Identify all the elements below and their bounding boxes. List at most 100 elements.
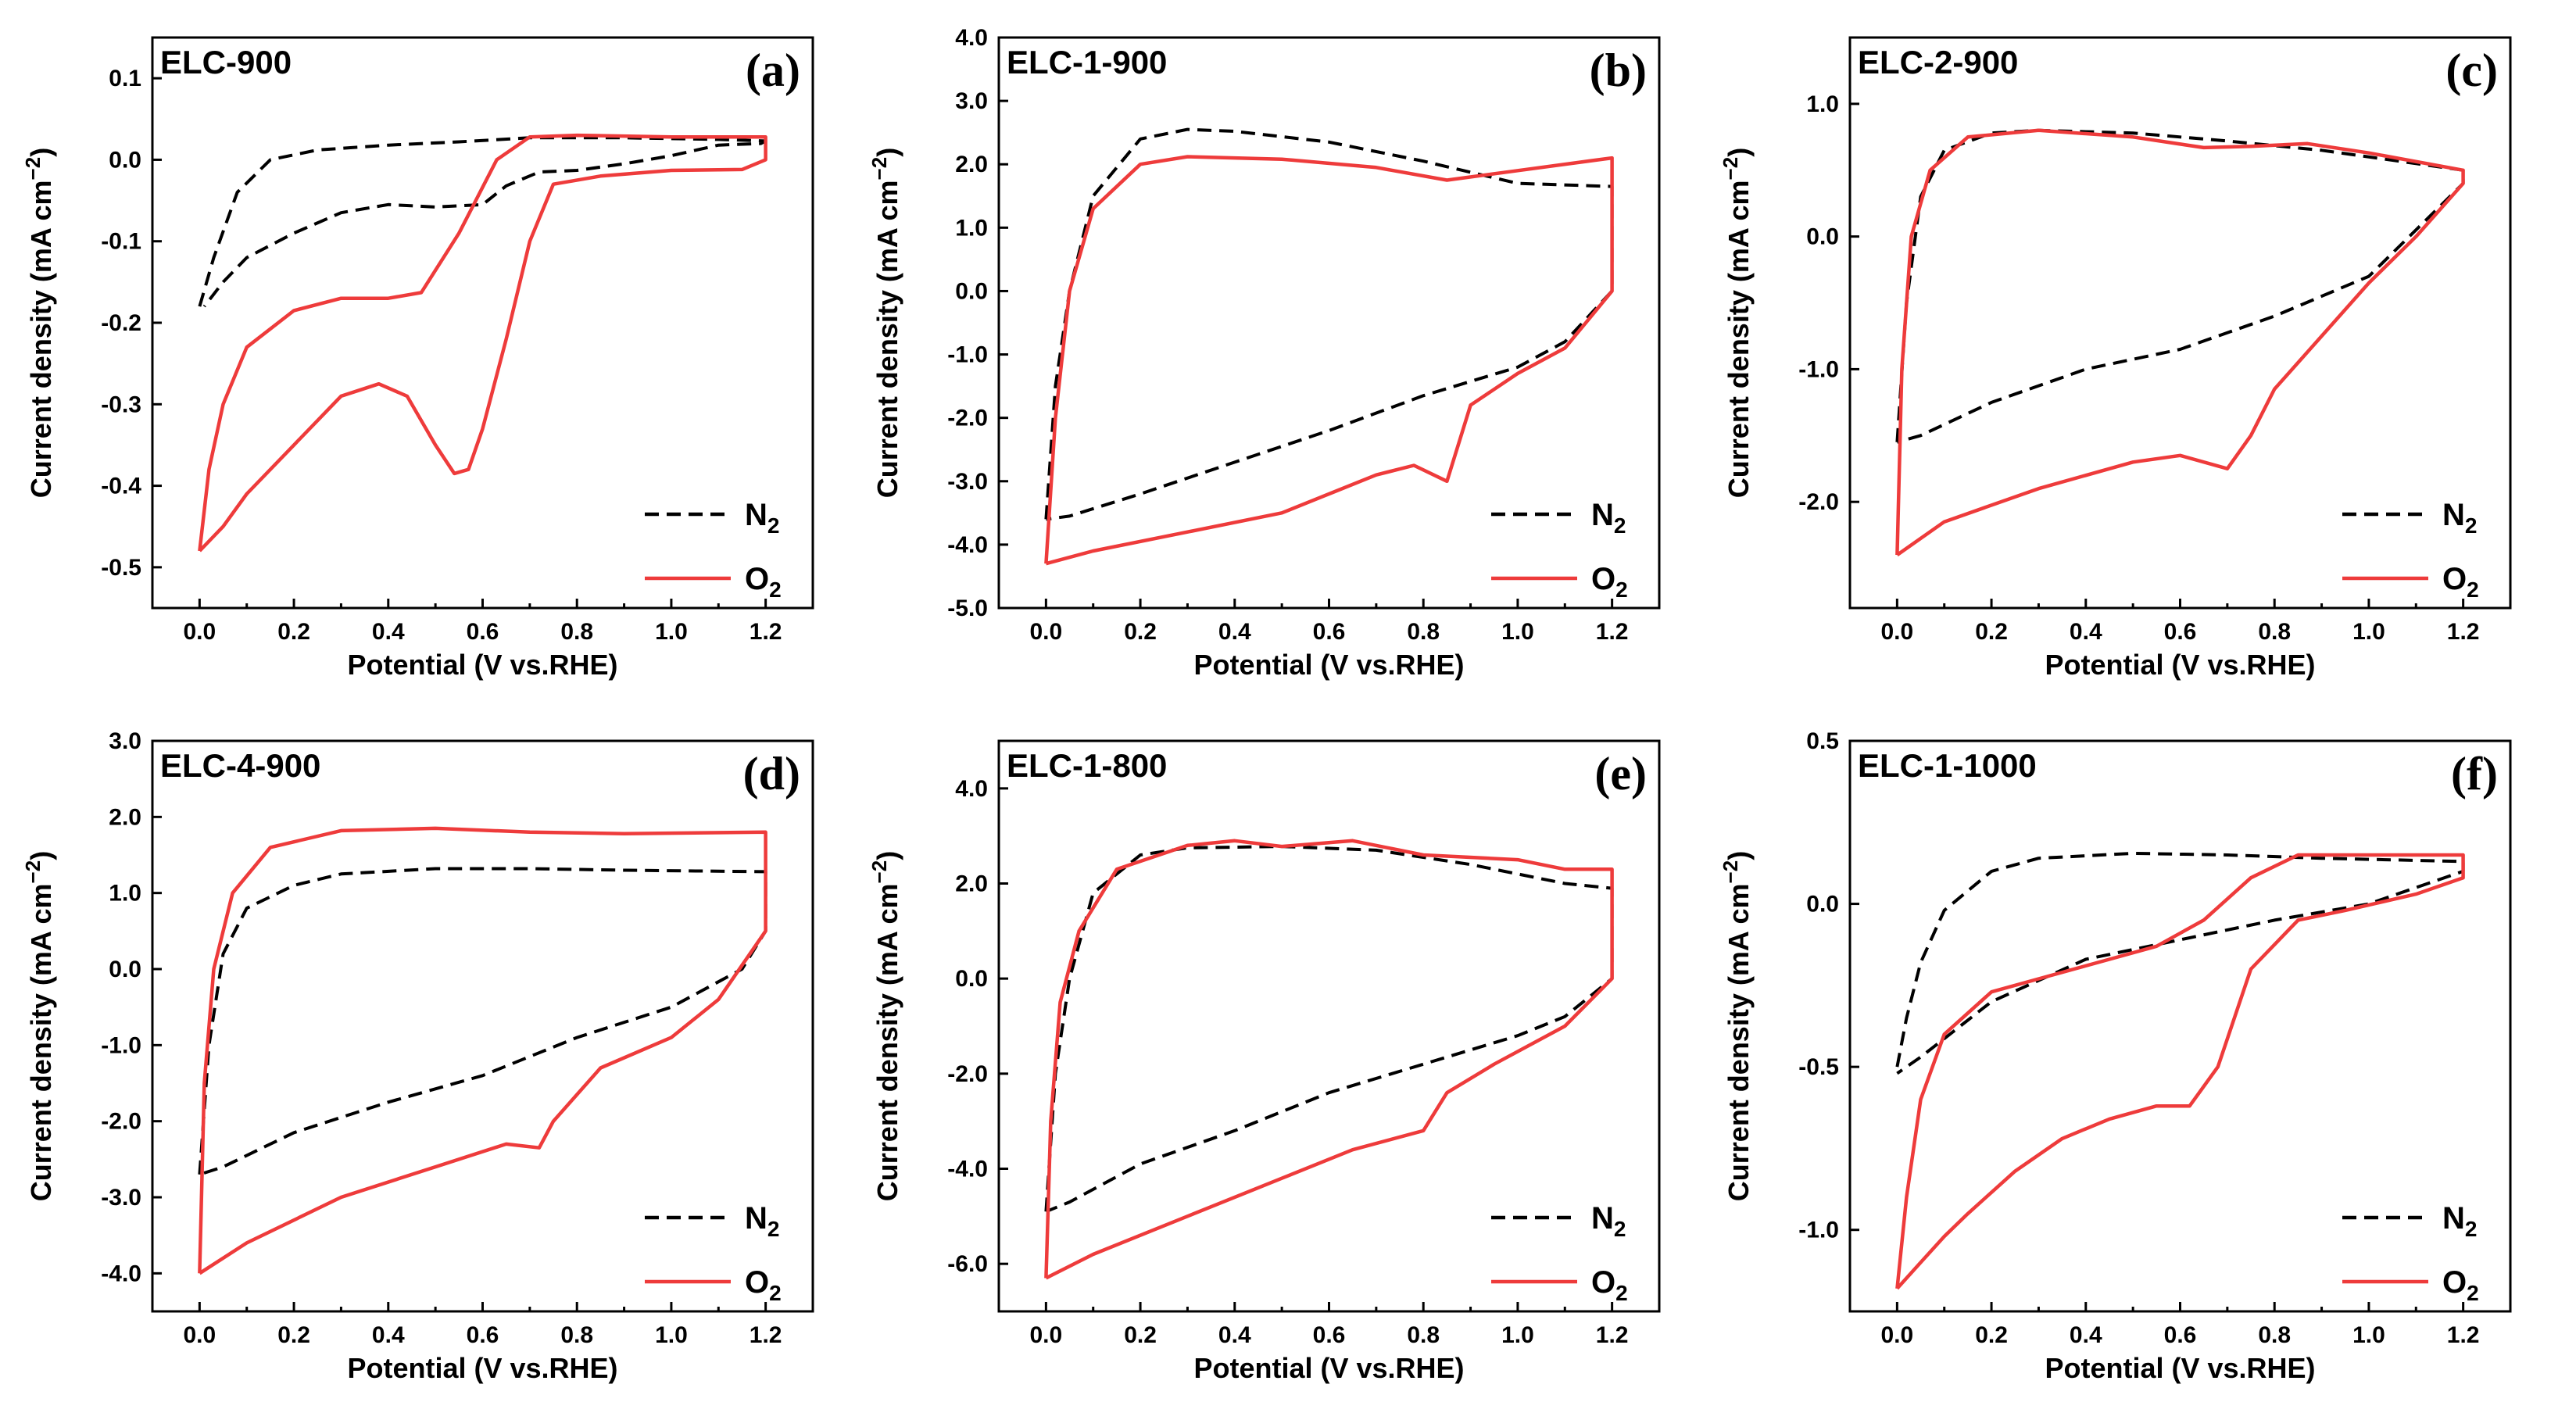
y-axis-label: Current density (mA cm−2) [868,851,903,1201]
legend-entry-subscript: 2 [2465,1217,2478,1241]
legend-entry-subscript: 2 [2467,1281,2479,1305]
x-axis-label: Potential (V vs.RHE) [1193,1352,1464,1384]
y-tick-label: -0.3 [101,392,141,417]
legend-entry: N2 [2442,498,2477,538]
y-axis-label: Current density (mA cm−2) [868,148,903,498]
y-tick-label: -6.0 [947,1251,988,1277]
sample-label: ELC-1-800 [1007,747,1167,784]
x-tick-label: 0.2 [277,619,310,645]
series-line-n2 [1895,128,2465,444]
x-tick-label: 1.0 [1501,1322,1534,1348]
series-line-o2 [1895,128,2465,556]
x-tick-label: 1.0 [2352,619,2385,645]
x-axis-label: Potential (V vs.RHE) [1193,649,1464,681]
y-tick-label: 0.0 [955,966,988,992]
panel-letter: (e) [1594,748,1647,799]
x-tick-label: 1.2 [1596,619,1629,645]
series-line-o2 [198,826,767,1275]
y-tick-label: 2.0 [955,152,988,177]
x-tick-label: 1.2 [2447,1322,2480,1348]
y-axis-label-exponent: −2 [21,860,45,884]
legend-entry-name: N [1591,498,1614,532]
x-tick-label: 0.0 [1029,1322,1062,1348]
legend-entry-subscript: 2 [767,1217,780,1241]
y-tick-label: -2.0 [947,1061,988,1087]
y-tick-label: 2.0 [955,871,988,897]
panel-b: 0.0 0.2 0.4 0.6 0.8 1.0 1.2 -5.0 -4.0 -3.0 -2.0 -1.… [868,25,1661,681]
legend-entry-name: O [2442,1265,2467,1300]
series-line-n2 [1895,851,2465,1075]
x-tick-label: 0.8 [2258,619,2291,645]
legend-entry-subscript: 2 [769,578,782,602]
y-axis-label: Current density (mA cm−2) [21,851,57,1201]
y-tick-label: -3.0 [101,1185,141,1211]
x-tick-label: 0.2 [1124,1322,1157,1348]
legend-entry-subscript: 2 [1614,513,1626,538]
y-axis-label-exponent: −2 [1719,157,1742,181]
legend-entry: N2 [1591,498,1626,538]
y-tick-label: 0.0 [1806,892,1839,917]
legend-entry: O2 [1591,1265,1628,1305]
series-line-o2 [1044,839,1614,1280]
x-tick-label: 0.6 [467,1322,499,1348]
y-axis-label-text: Current density (mA cm [1723,180,1755,498]
plot-frame [151,36,814,610]
panel-letter: (c) [2445,45,2498,96]
y-tick-label: -0.4 [101,474,141,499]
plot-frame [997,36,1661,610]
x-tick-label: 0.4 [1218,619,1251,645]
panel-letter: (b) [1590,45,1647,96]
y-tick-label: 3.0 [109,728,141,754]
x-tick-label: 0.4 [2070,1322,2102,1348]
series-line-n2 [198,136,767,308]
plot-frame [1848,36,2512,610]
x-tick-label: 0.0 [1029,619,1062,645]
legend-entry: O2 [745,1265,782,1305]
x-tick-label: 0.2 [1975,1322,2008,1348]
legend-entry-name: O [2442,562,2467,596]
y-axis-label-exponent: −2 [21,157,45,181]
legend-entry-name: O [1591,562,1615,596]
y-tick-label: 0.0 [1806,224,1839,250]
x-tick-label: 0.8 [560,619,593,645]
y-axis-label-text: Current density (mA cm [871,180,903,498]
y-tick-label: 0.5 [1806,728,1839,754]
y-tick-label: 2.0 [109,804,141,830]
y-tick-label: -4.0 [101,1261,141,1286]
legend-entry: N2 [2442,1201,2477,1241]
y-axis-label-close: ) [1723,148,1755,157]
x-tick-label: 0.0 [183,619,216,645]
legend-entry-name: N [1591,1201,1614,1236]
sample-label: ELC-900 [160,44,292,80]
y-tick-label: -0.5 [1798,1054,1839,1080]
x-tick-label: 0.8 [2258,1322,2291,1348]
x-tick-label: 0.0 [183,1322,216,1348]
panel-letter: (f) [2451,748,2498,799]
y-tick-label: -2.0 [1798,489,1839,515]
y-tick-label: 4.0 [955,25,988,51]
y-axis-label-text: Current density (mA cm [871,883,903,1201]
y-tick-label: -0.5 [101,555,141,581]
panel-letter: (d) [743,748,800,799]
legend-entry: O2 [1591,562,1628,602]
legend-entry-name: N [2442,1201,2465,1236]
x-axis-label: Potential (V vs.RHE) [2045,1352,2315,1384]
series-line-o2 [1895,853,2465,1290]
legend-entry: N2 [1591,1201,1626,1241]
y-axis-label-close: ) [1723,851,1755,860]
legend-entry: N2 [745,498,779,538]
y-tick-label: -2.0 [947,406,988,431]
y-axis-label-exponent: −2 [1719,860,1742,884]
series-line-n2 [198,867,767,1176]
y-tick-label: -0.1 [101,229,141,255]
y-axis-label-close: ) [25,851,57,860]
x-tick-label: 0.2 [1124,619,1157,645]
x-tick-label: 0.2 [277,1322,310,1348]
series-line-o2 [198,133,767,553]
panel-d: 0.0 0.2 0.4 0.6 0.8 1.0 1.2 -4.0 -3.0 -2.0 -1.0 0.0… [21,728,814,1384]
series-line-n2 [1044,845,1614,1214]
y-tick-label: -3.0 [947,469,988,495]
y-tick-label: -4.0 [947,1157,988,1182]
y-tick-label: -2.0 [101,1109,141,1135]
x-tick-label: 0.4 [2070,619,2102,645]
